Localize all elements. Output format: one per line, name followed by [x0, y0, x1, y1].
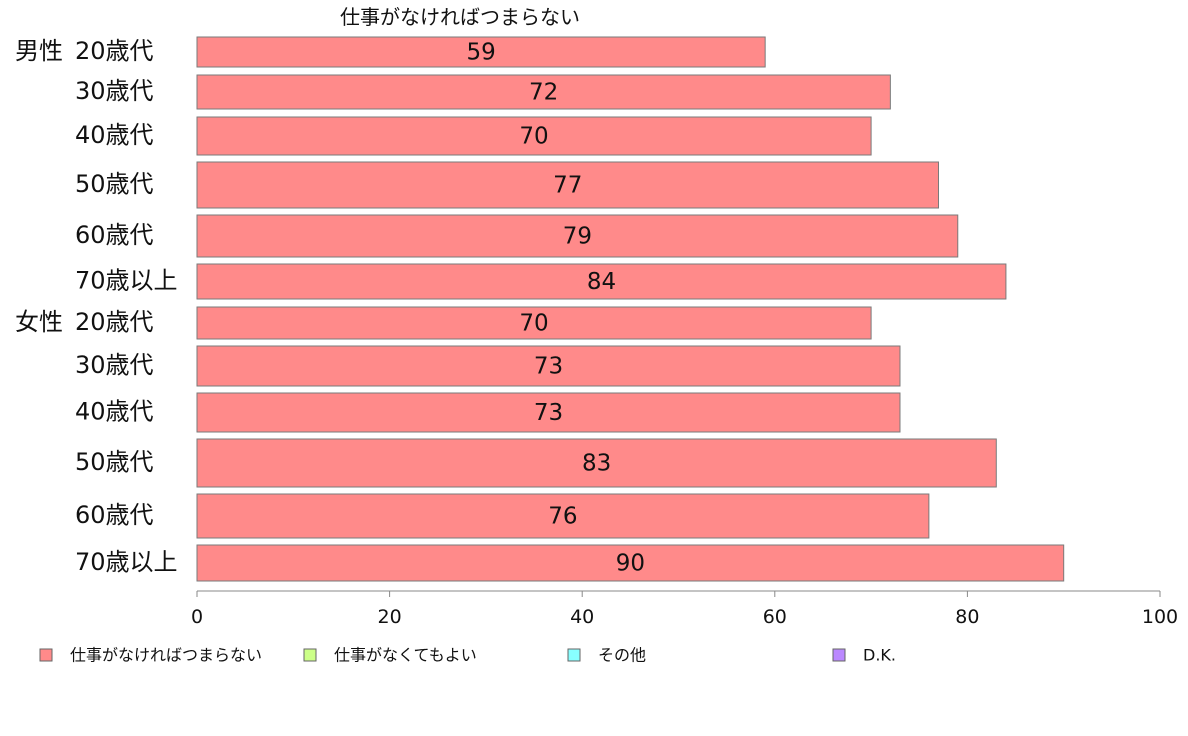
bar: [196, 345, 901, 387]
bar-value-label: 59: [466, 40, 495, 66]
x-axis: 0 20 40 60 80 100: [191, 590, 1178, 628]
bar-value-label: 79: [563, 224, 592, 250]
bar-value-label: 73: [534, 354, 563, 380]
bar-value-label: 72: [529, 80, 558, 106]
bar: [196, 306, 872, 340]
bar-value-label: 70: [519, 124, 548, 150]
bar: [196, 116, 872, 156]
x-tick-label: 40: [570, 606, 594, 628]
category-label: 70歳以上: [75, 548, 178, 576]
legend-label: 仕事がなければつまらない: [70, 646, 262, 665]
legend-swatch: [39, 648, 53, 662]
group-label: 男性: [15, 37, 63, 65]
category-label: 30歳代: [75, 77, 154, 105]
category-label: 40歳代: [75, 121, 154, 149]
bar: [196, 438, 997, 488]
x-tick-label: 80: [955, 606, 979, 628]
x-tick-label: 0: [191, 606, 203, 628]
category-label: 30歳代: [75, 351, 154, 379]
x-tick-label: 100: [1142, 606, 1178, 628]
category-label: 70歳以上: [75, 267, 178, 295]
bar-value-label: 84: [587, 269, 616, 295]
legend-label: D.K.: [863, 646, 896, 665]
bar: [196, 161, 940, 209]
category-label: 60歳代: [75, 221, 154, 249]
bar: [196, 392, 901, 433]
bar: [196, 263, 1007, 300]
bar: [196, 493, 930, 539]
category-label: 40歳代: [75, 398, 154, 426]
legend: 仕事がなければつまらない 仕事がなくてもよい その他 D.K.: [39, 646, 896, 665]
x-tick-label: 20: [378, 606, 402, 628]
legend-swatch: [303, 648, 317, 662]
chart-title: 仕事がなければつまらない: [340, 5, 580, 29]
bar: [196, 214, 959, 258]
legend-label: その他: [598, 646, 646, 665]
bar-value-label: 76: [548, 504, 577, 530]
category-label: 50歳代: [75, 448, 154, 476]
category-label: 20歳代: [75, 308, 154, 336]
x-tick-label: 60: [763, 606, 787, 628]
bar-value-label: 90: [616, 551, 645, 577]
bar-value-label: 83: [582, 451, 611, 477]
bar: [196, 544, 1065, 582]
legend-label: 仕事がなくてもよい: [334, 646, 477, 665]
legend-swatch: [832, 648, 846, 662]
group-label: 女性: [15, 308, 63, 336]
bar-value-label: 73: [534, 400, 563, 426]
bar-value-label: 77: [553, 173, 582, 199]
bar: [196, 36, 766, 68]
category-label: 50歳代: [75, 170, 154, 198]
bar-value-label: 70: [519, 311, 548, 337]
legend-swatch: [567, 648, 581, 662]
category-label: 60歳代: [75, 501, 154, 529]
category-label: 20歳代: [75, 37, 154, 65]
bar: [196, 74, 891, 110]
